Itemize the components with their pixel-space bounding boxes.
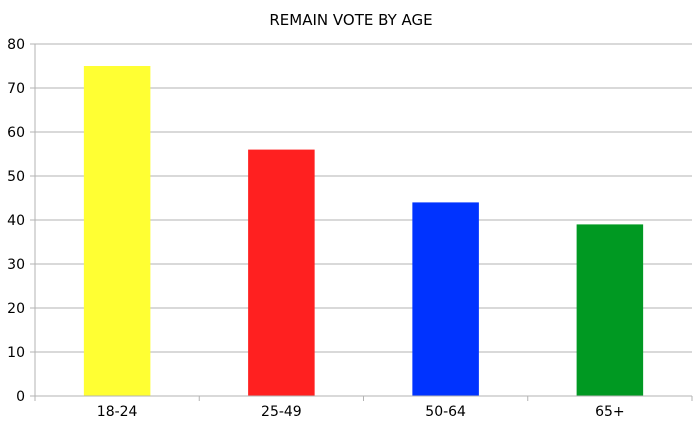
y-tick-label: 80: [7, 37, 25, 53]
y-tick-label: 30: [7, 257, 25, 273]
x-axis-ticks: 18-24 25-49 50-64 65+: [34, 396, 693, 420]
bar-18-24: [83, 66, 151, 396]
y-tick-label: 50: [7, 169, 25, 185]
bar-50-64: [412, 202, 479, 396]
y-axis-ticks: 0 10 20 30 40 50 60 70 80: [7, 37, 35, 405]
chart-title: REMAIN VOTE BY AGE: [269, 11, 432, 29]
x-tick-label: 18-24: [97, 404, 138, 420]
x-tick-label: 25-49: [261, 404, 302, 420]
x-tick-label: 65+: [595, 404, 625, 420]
y-tick-label: 40: [7, 213, 25, 229]
bar-65+: [576, 224, 644, 396]
y-tick-label: 0: [16, 389, 25, 405]
y-tick-label: 60: [7, 125, 25, 141]
x-tick-label: 50-64: [425, 404, 466, 420]
y-tick-label: 70: [7, 81, 25, 97]
y-tick-label: 20: [7, 301, 25, 317]
bar-25-49: [248, 149, 315, 396]
bars: [83, 66, 644, 396]
y-tick-label: 10: [7, 345, 25, 361]
axes: [34, 44, 692, 397]
